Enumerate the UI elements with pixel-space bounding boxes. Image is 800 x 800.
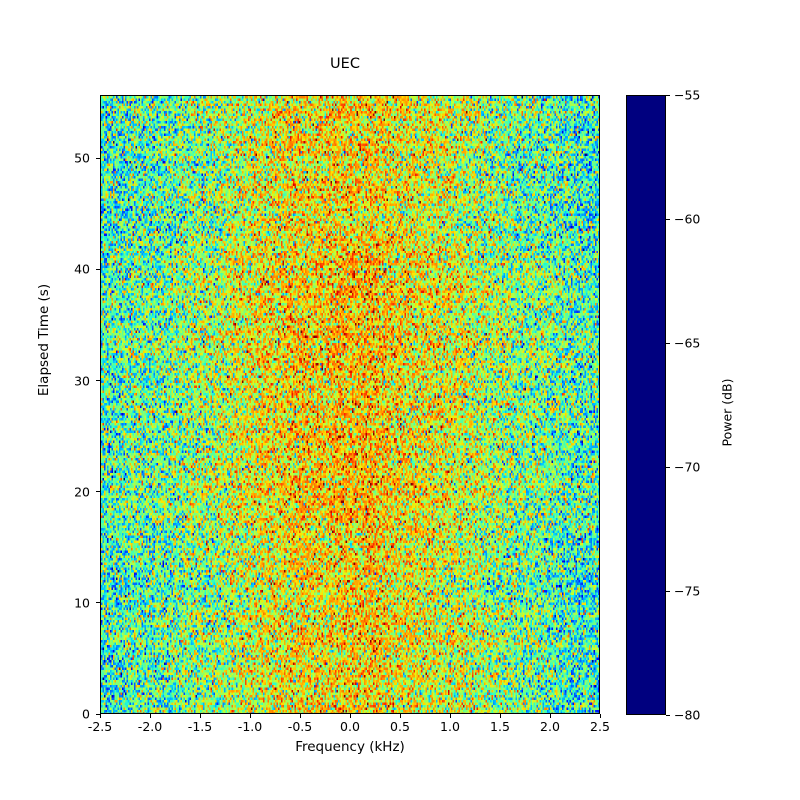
colorbar-label: Power (dB) [719, 378, 735, 447]
x-tick-label: 0.0 [340, 719, 360, 734]
colorbar [626, 95, 666, 715]
colorbar-tick-label: −65 [674, 335, 701, 351]
colorbar-tick-label: −55 [674, 87, 701, 103]
y-axis-label: Elapsed Time (s) [36, 283, 52, 397]
colorbar-tick-label: −60 [674, 211, 701, 227]
colorbar-gradient [627, 96, 665, 714]
x-tick-label: -2.0 [137, 719, 163, 734]
x-tick-mark [249, 714, 251, 718]
x-axis-label: Frequency (kHz) [295, 739, 405, 755]
colorbar-tick-mark [666, 466, 670, 468]
colorbar-tick-mark [666, 590, 670, 592]
y-tick-label: 40 [74, 261, 90, 277]
x-tick-mark [99, 714, 101, 718]
x-tick-label: -0.5 [287, 719, 313, 734]
x-tick-label: 1.0 [440, 719, 460, 734]
colorbar-tick-label: −75 [674, 583, 701, 599]
x-tick-mark [149, 714, 151, 718]
x-tick-label: 2.0 [540, 719, 560, 734]
y-tick-mark [96, 157, 100, 159]
x-tick-mark [349, 714, 351, 718]
y-tick-mark [96, 602, 100, 604]
x-tick-label: 1.5 [490, 719, 510, 734]
x-tick-mark [199, 714, 201, 718]
x-tick-label: -1.5 [187, 719, 213, 734]
x-tick-mark [549, 714, 551, 718]
y-tick-label: 10 [74, 595, 90, 611]
y-tick-label: 50 [74, 150, 90, 166]
x-tick-mark [599, 714, 601, 718]
colorbar-tick-mark [666, 342, 670, 344]
title-line-station: UEC [330, 56, 360, 73]
y-tick-mark [96, 380, 100, 382]
spectrogram-plot-area [100, 95, 600, 714]
y-tick-label: 20 [74, 484, 90, 500]
x-tick-mark [499, 714, 501, 718]
colorbar-tick-label: −80 [674, 707, 701, 723]
x-tick-mark [449, 714, 451, 718]
y-tick-mark [96, 268, 100, 271]
y-tick-label: 30 [74, 373, 90, 389]
y-tick-label: 0 [82, 706, 90, 722]
x-tick-mark [299, 714, 301, 718]
y-tick-mark [96, 491, 100, 493]
colorbar-tick-mark [666, 714, 670, 716]
x-tick-label: 2.5 [590, 719, 610, 734]
colorbar-tick-label: −70 [674, 459, 701, 475]
x-tick-label: 0.5 [390, 719, 410, 734]
x-tick-label: -2.5 [87, 719, 113, 734]
spectrogram-image [101, 96, 599, 713]
colorbar-tick-mark [666, 218, 670, 220]
x-tick-mark [399, 714, 401, 718]
y-tick-mark [96, 713, 100, 715]
x-tick-label: -1.0 [237, 719, 263, 734]
colorbar-tick-mark [666, 94, 670, 96]
